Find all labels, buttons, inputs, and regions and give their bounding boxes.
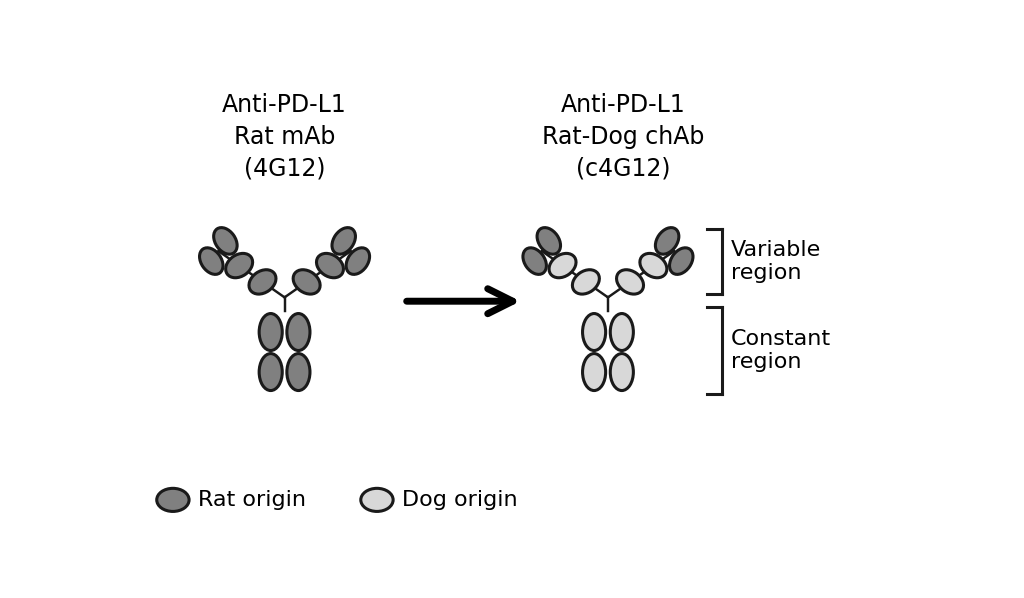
Ellipse shape: [157, 489, 189, 511]
Ellipse shape: [259, 353, 283, 390]
Text: Dog origin: Dog origin: [401, 490, 517, 510]
Ellipse shape: [616, 270, 643, 294]
Ellipse shape: [200, 248, 223, 274]
Text: Anti-PD-L1
Rat-Dog chAb
(c4G12): Anti-PD-L1 Rat-Dog chAb (c4G12): [542, 93, 705, 181]
Ellipse shape: [583, 353, 605, 390]
Ellipse shape: [670, 248, 693, 274]
Ellipse shape: [640, 254, 667, 277]
Ellipse shape: [225, 254, 253, 277]
Ellipse shape: [249, 270, 276, 294]
Text: Constant
region: Constant region: [731, 328, 831, 372]
Ellipse shape: [655, 228, 679, 254]
Ellipse shape: [346, 248, 370, 274]
Ellipse shape: [332, 228, 355, 254]
Ellipse shape: [610, 313, 634, 350]
Ellipse shape: [610, 353, 634, 390]
Ellipse shape: [287, 313, 310, 350]
Ellipse shape: [523, 248, 547, 274]
Ellipse shape: [537, 228, 560, 254]
Text: Rat origin: Rat origin: [198, 490, 305, 510]
Text: Anti-PD-L1
Rat mAb
(4G12): Anti-PD-L1 Rat mAb (4G12): [222, 93, 347, 181]
Text: Variable
region: Variable region: [731, 240, 821, 283]
Ellipse shape: [214, 228, 238, 254]
Ellipse shape: [360, 489, 393, 511]
Ellipse shape: [293, 270, 321, 294]
Ellipse shape: [259, 313, 283, 350]
Ellipse shape: [316, 254, 343, 277]
Ellipse shape: [572, 270, 599, 294]
Ellipse shape: [583, 313, 605, 350]
Ellipse shape: [549, 254, 577, 277]
Ellipse shape: [287, 353, 310, 390]
